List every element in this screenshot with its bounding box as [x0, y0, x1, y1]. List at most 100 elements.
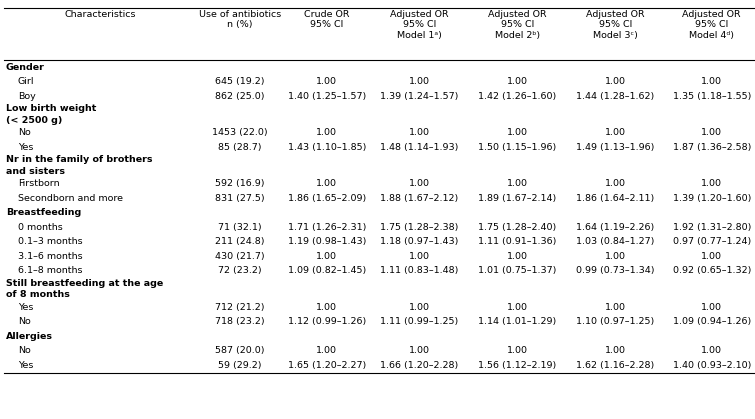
Text: 1.00: 1.00 [605, 346, 626, 355]
Text: 587 (20.0): 587 (20.0) [215, 346, 265, 355]
Text: 1.64 (1.19–2.26): 1.64 (1.19–2.26) [576, 223, 655, 232]
Text: Adjusted OR
95% CI
Model 2ᵇ): Adjusted OR 95% CI Model 2ᵇ) [488, 10, 547, 40]
Text: 1.39 (1.24–1.57): 1.39 (1.24–1.57) [380, 92, 458, 101]
Text: 1.19 (0.98–1.43): 1.19 (0.98–1.43) [288, 237, 366, 246]
Text: 1.49 (1.13–1.96): 1.49 (1.13–1.96) [576, 143, 655, 152]
Text: 71 (32.1): 71 (32.1) [218, 223, 262, 232]
Text: 1.00: 1.00 [408, 179, 430, 188]
Text: Breastfeeding: Breastfeeding [6, 208, 82, 217]
Text: 1.00: 1.00 [605, 303, 626, 312]
Text: 1.35 (1.18–1.55): 1.35 (1.18–1.55) [673, 92, 751, 101]
Text: 645 (19.2): 645 (19.2) [215, 77, 265, 86]
Text: 862 (25.0): 862 (25.0) [215, 92, 265, 101]
Text: 712 (21.2): 712 (21.2) [215, 303, 265, 312]
Text: 1.11 (0.91–1.36): 1.11 (0.91–1.36) [478, 237, 556, 246]
Text: 1.89 (1.67–2.14): 1.89 (1.67–2.14) [478, 194, 556, 203]
Text: 1.00: 1.00 [507, 346, 528, 355]
Text: 1.00: 1.00 [408, 77, 430, 86]
Text: 72 (23.2): 72 (23.2) [218, 266, 262, 275]
Text: 1.00: 1.00 [316, 346, 337, 355]
Text: 211 (24.8): 211 (24.8) [215, 237, 265, 246]
Text: 1.86 (1.65–2.09): 1.86 (1.65–2.09) [288, 194, 366, 203]
Text: 1.09 (0.82–1.45): 1.09 (0.82–1.45) [288, 266, 366, 275]
Text: Characteristics: Characteristics [64, 10, 136, 19]
Text: Adjusted OR
95% CI
Model 3ᶜ): Adjusted OR 95% CI Model 3ᶜ) [586, 10, 645, 40]
Text: Low birth weight
(< 2500 g): Low birth weight (< 2500 g) [6, 104, 97, 124]
Text: 1.56 (1.12–2.19): 1.56 (1.12–2.19) [478, 361, 556, 370]
Text: 1.71 (1.26–2.31): 1.71 (1.26–2.31) [288, 223, 366, 232]
Text: 1.00: 1.00 [316, 77, 337, 86]
Text: Allergies: Allergies [6, 332, 53, 341]
Text: 1.50 (1.15–1.96): 1.50 (1.15–1.96) [478, 143, 556, 152]
Text: 1.44 (1.28–1.62): 1.44 (1.28–1.62) [576, 92, 655, 101]
Text: No: No [18, 128, 31, 137]
Text: 1.00: 1.00 [408, 252, 430, 261]
Text: 718 (23.2): 718 (23.2) [215, 317, 265, 326]
Text: 1.00: 1.00 [507, 179, 528, 188]
Text: 1.88 (1.67–2.12): 1.88 (1.67–2.12) [380, 194, 458, 203]
Text: 1.00: 1.00 [701, 303, 723, 312]
Text: Gender: Gender [6, 63, 45, 72]
Text: 1.00: 1.00 [701, 346, 723, 355]
Text: 1.86 (1.64–2.11): 1.86 (1.64–2.11) [576, 194, 655, 203]
Text: Yes: Yes [18, 361, 33, 370]
Text: 1.40 (1.25–1.57): 1.40 (1.25–1.57) [288, 92, 366, 101]
Text: No: No [18, 317, 31, 326]
Text: 1.00: 1.00 [507, 77, 528, 86]
Text: 831 (27.5): 831 (27.5) [215, 194, 265, 203]
Text: 1.00: 1.00 [507, 252, 528, 261]
Text: Adjusted OR
95% CI
Model 1ᵃ): Adjusted OR 95% CI Model 1ᵃ) [390, 10, 448, 40]
Text: 0.92 (0.65–1.32): 0.92 (0.65–1.32) [673, 266, 751, 275]
Text: Crude OR
95% CI: Crude OR 95% CI [304, 10, 350, 29]
Text: 6.1–8 months: 6.1–8 months [18, 266, 82, 275]
Text: Firstborn: Firstborn [18, 179, 60, 188]
Text: Use of antibiotics
n (%): Use of antibiotics n (%) [199, 10, 281, 29]
Text: 0.97 (0.77–1.24): 0.97 (0.77–1.24) [673, 237, 751, 246]
Text: 1.40 (0.93–2.10): 1.40 (0.93–2.10) [673, 361, 751, 370]
Text: 1.39 (1.20–1.60): 1.39 (1.20–1.60) [673, 194, 751, 203]
Text: 1.00: 1.00 [316, 252, 337, 261]
Text: 1.18 (0.97–1.43): 1.18 (0.97–1.43) [380, 237, 458, 246]
Text: 0.99 (0.73–1.34): 0.99 (0.73–1.34) [576, 266, 655, 275]
Text: 85 (28.7): 85 (28.7) [218, 143, 262, 152]
Text: 0 months: 0 months [18, 223, 63, 232]
Text: 1.00: 1.00 [507, 303, 528, 312]
Text: 1.75 (1.28–2.38): 1.75 (1.28–2.38) [380, 223, 458, 232]
Text: Still breastfeeding at the age
of 8 months: Still breastfeeding at the age of 8 mont… [6, 279, 163, 299]
Text: 430 (21.7): 430 (21.7) [215, 252, 265, 261]
Text: Yes: Yes [18, 303, 33, 312]
Text: 1.00: 1.00 [507, 128, 528, 137]
Text: 1.01 (0.75–1.37): 1.01 (0.75–1.37) [478, 266, 556, 275]
Text: 1.00: 1.00 [316, 179, 337, 188]
Text: 1.43 (1.10–1.85): 1.43 (1.10–1.85) [288, 143, 366, 152]
Text: Secondborn and more: Secondborn and more [18, 194, 123, 203]
Text: Nr in the family of brothers
and sisters: Nr in the family of brothers and sisters [6, 155, 153, 176]
Text: 1.00: 1.00 [408, 303, 430, 312]
Text: 1.11 (0.99–1.25): 1.11 (0.99–1.25) [380, 317, 458, 326]
Text: 1.00: 1.00 [408, 346, 430, 355]
Text: 1.09 (0.94–1.26): 1.09 (0.94–1.26) [673, 317, 751, 326]
Text: 1453 (22.0): 1453 (22.0) [212, 128, 268, 137]
Text: 1.00: 1.00 [701, 179, 723, 188]
Text: 1.66 (1.20–2.28): 1.66 (1.20–2.28) [380, 361, 458, 370]
Text: 1.92 (1.31–2.80): 1.92 (1.31–2.80) [673, 223, 751, 232]
Text: Adjusted OR
95% CI
Model 4ᵈ): Adjusted OR 95% CI Model 4ᵈ) [683, 10, 741, 40]
Text: 1.87 (1.36–2.58): 1.87 (1.36–2.58) [673, 143, 751, 152]
Text: 592 (16.9): 592 (16.9) [215, 179, 265, 188]
Text: 1.42 (1.26–1.60): 1.42 (1.26–1.60) [478, 92, 556, 101]
Text: 1.12 (0.99–1.26): 1.12 (0.99–1.26) [288, 317, 366, 326]
Text: 1.62 (1.16–2.28): 1.62 (1.16–2.28) [576, 361, 655, 370]
Text: 1.03 (0.84–1.27): 1.03 (0.84–1.27) [576, 237, 655, 246]
Text: 1.00: 1.00 [408, 128, 430, 137]
Text: No: No [18, 346, 31, 355]
Text: 1.00: 1.00 [605, 77, 626, 86]
Text: 1.00: 1.00 [316, 303, 337, 312]
Text: 1.00: 1.00 [701, 128, 723, 137]
Text: Girl: Girl [18, 77, 35, 86]
Text: 59 (29.2): 59 (29.2) [218, 361, 262, 370]
Text: 1.00: 1.00 [605, 252, 626, 261]
Text: 1.48 (1.14–1.93): 1.48 (1.14–1.93) [380, 143, 458, 152]
Text: 1.00: 1.00 [701, 77, 723, 86]
Text: 0.1–3 months: 0.1–3 months [18, 237, 82, 246]
Text: 1.10 (0.97–1.25): 1.10 (0.97–1.25) [576, 317, 655, 326]
